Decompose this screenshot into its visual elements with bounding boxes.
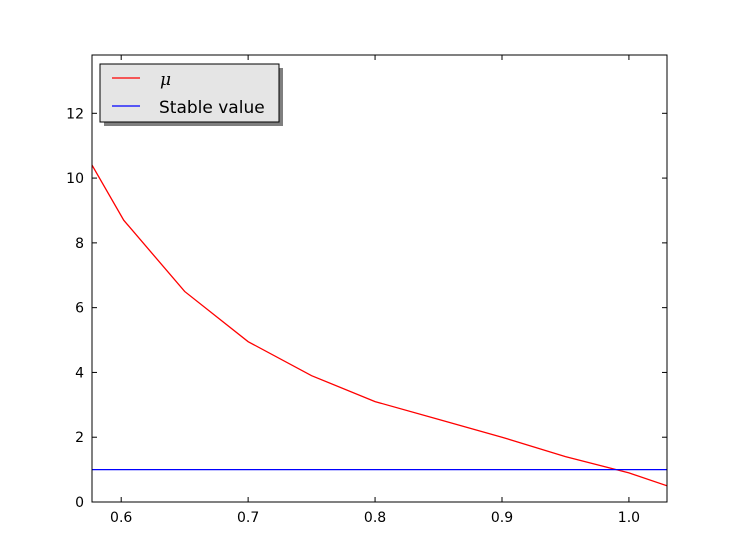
y-tick-label: 4	[75, 365, 84, 381]
legend: μ Stable value	[99, 63, 283, 126]
x-tick-label: 0.8	[364, 510, 386, 526]
legend-label-mu: μ	[160, 70, 171, 90]
y-tick-label: 2	[75, 430, 84, 446]
x-tick-label: 0.7	[237, 510, 259, 526]
y-tick-label: 0	[75, 495, 84, 511]
x-tick-label: 0.9	[491, 510, 513, 526]
x-tick-label: 0.6	[110, 510, 132, 526]
legend-box	[99, 63, 280, 123]
y-tick-label: 8	[75, 236, 84, 252]
plot-area: 0.6 0.7 0.8 0.9 1.0 0 2 4 6 8 10 12	[66, 54, 668, 526]
y-tick-label: 6	[75, 301, 84, 317]
axes-frame	[91, 54, 668, 503]
series-line-mu	[92, 164, 667, 487]
y-tick-label: 10	[66, 171, 84, 187]
x-tick-label: 1.0	[618, 510, 640, 526]
legend-label-stable-value: Stable value	[159, 98, 265, 118]
y-tick-label: 12	[66, 106, 84, 122]
